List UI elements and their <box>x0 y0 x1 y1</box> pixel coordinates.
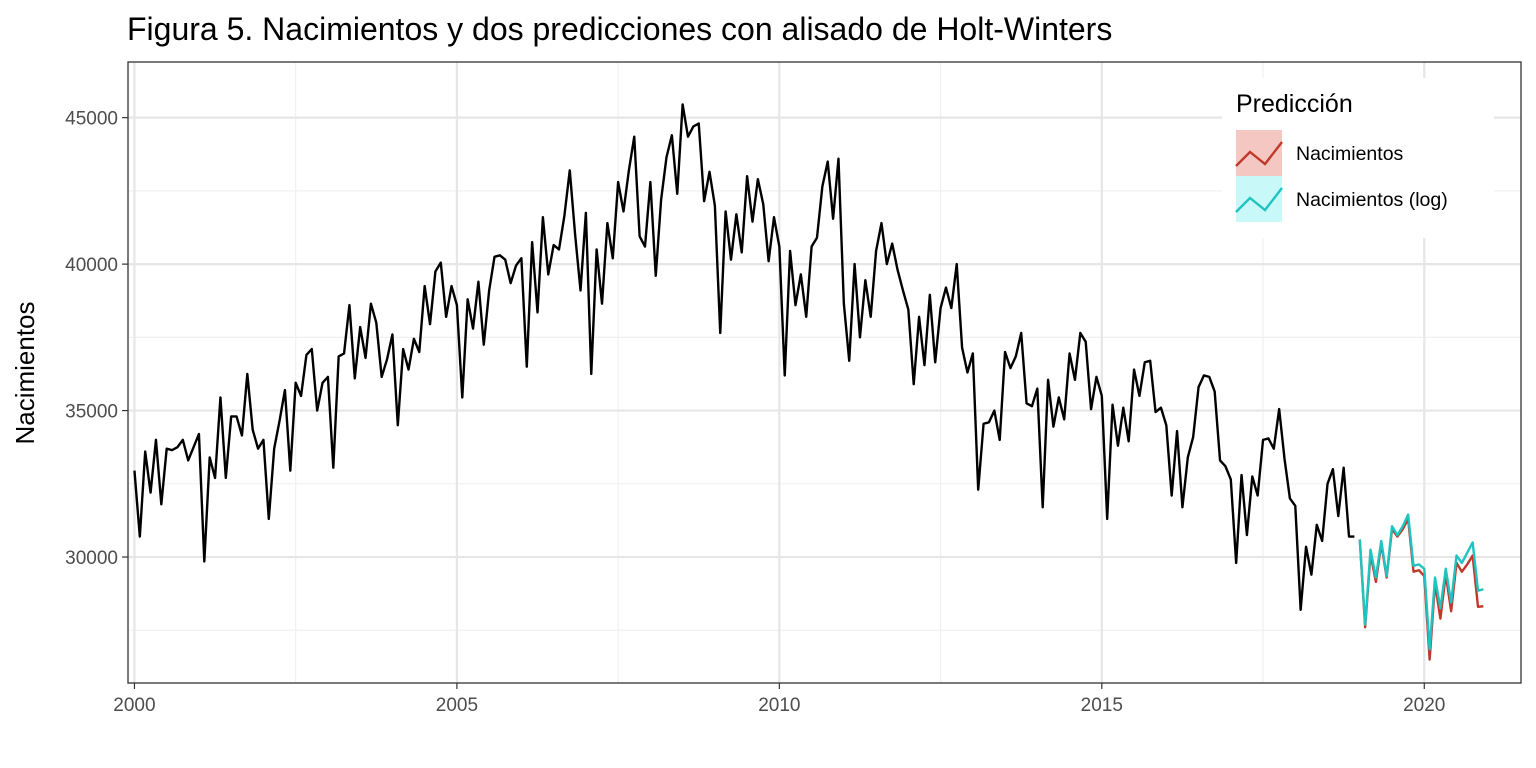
legend-label: Nacimientos (log) <box>1296 189 1448 211</box>
legend: Predicción Nacimientos Nacimientos (log) <box>1222 78 1494 238</box>
y-tick-label: 30000 <box>65 548 118 569</box>
series-line-observed <box>133 103 1355 611</box>
legend-key-nacimientos <box>1235 130 1283 176</box>
y-tick-label: 35000 <box>65 402 118 423</box>
y-tick-label: 40000 <box>65 255 118 276</box>
y-axis-label: Nacimientos <box>10 301 40 444</box>
plot-panel <box>127 61 1522 684</box>
legend-title: Predicción <box>1236 90 1353 118</box>
y-tick-label: 45000 <box>65 109 118 130</box>
legend-key-line <box>1235 141 1283 167</box>
legend-label: Nacimientos <box>1296 143 1404 165</box>
legend-key-fill <box>1236 130 1282 176</box>
x-tick-label: 2005 <box>436 695 478 716</box>
y-axis: 30000 35000 40000 45000 <box>65 109 128 569</box>
x-axis: 2000 2005 2010 2015 2020 <box>113 683 1445 716</box>
legend-key-fill <box>1236 176 1282 222</box>
panel-border <box>127 61 1522 684</box>
legend-key-line <box>1235 187 1283 213</box>
x-tick-label: 2020 <box>1403 695 1445 716</box>
chart-title: Figura 5. Nacimientos y dos predicciones… <box>127 11 1112 47</box>
x-tick-label: 2015 <box>1081 695 1123 716</box>
series-layer <box>133 103 1484 661</box>
series-line-nacimientos-log <box>1358 513 1484 651</box>
x-tick-label: 2010 <box>758 695 800 716</box>
x-tick-label: 2000 <box>113 695 155 716</box>
legend-key-nacimientos-log <box>1235 176 1283 222</box>
